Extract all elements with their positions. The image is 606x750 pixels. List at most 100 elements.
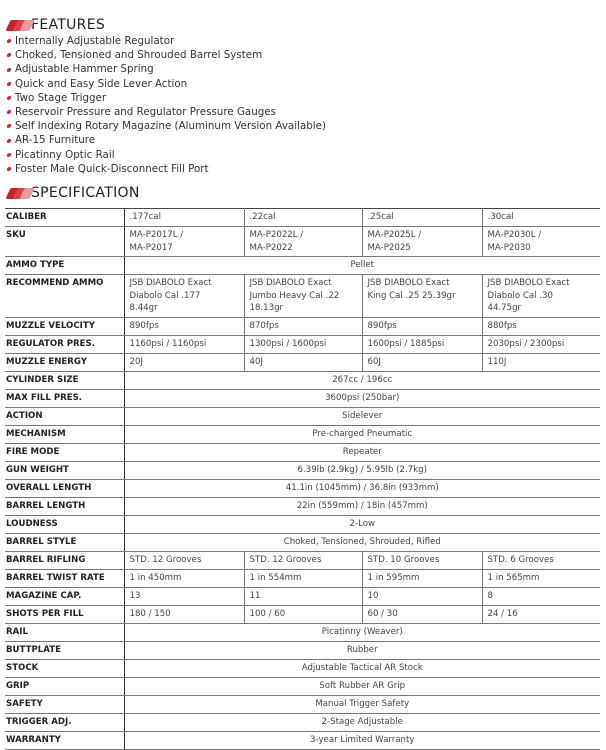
spec-label: SAFETY (5, 695, 125, 714)
spec-row: FIRE MODE Repeater (5, 443, 600, 462)
spec-value: STD. 6 Grooves (482, 551, 600, 570)
features-heading: FEATURES (5, 17, 105, 33)
spec-value: MA-P2017L / MA-P2017 (124, 226, 245, 258)
spec-label: ACTION (5, 407, 125, 426)
features-list: Internally Adjustable Regulator Choked, T… (6, 34, 326, 176)
spec-value: 13 (124, 587, 245, 606)
spec-value: Pellet (124, 256, 600, 276)
spec-value: 890fps (362, 317, 483, 336)
spec-value: 1 in 565mm (482, 569, 600, 588)
spec-label: WARRANTY (5, 731, 125, 750)
spec-value: 6.39lb (2.9kg) / 5.95lb (2.7kg) (124, 461, 600, 480)
spec-label: BARREL TWIST RATE (5, 569, 125, 588)
spec-row: SKU MA-P2017L / MA-P2017 MA-P2022L / MA-P2… (5, 226, 600, 258)
bullet-icon (6, 67, 12, 72)
spec-value: 2-Low (124, 515, 600, 534)
feature-text: Foster Male Quick-Disconnect Fill Port (15, 162, 209, 175)
spec-value: Rubber (124, 641, 600, 660)
feature-item: Two Stage Trigger (6, 91, 326, 105)
spec-value: 1 in 554mm (244, 569, 363, 588)
spec-value: STD. 12 Grooves (124, 551, 245, 570)
spec-value: .22cal (244, 208, 363, 227)
spec-label: BUTTPLATE (5, 641, 125, 660)
spec-label: LOUDNESS (5, 515, 125, 534)
spec-label: BARREL RIFLING (5, 551, 125, 570)
spec-value: 880fps (482, 317, 600, 336)
brand-stripes-icon (5, 19, 35, 31)
spec-value: MA-P2025L / MA-P2025 (362, 226, 483, 258)
spec-label: BARREL LENGTH (5, 497, 125, 516)
spec-value: 1600psi / 1885psi (362, 335, 483, 354)
spec-label: SKU (5, 226, 125, 258)
spec-value: 1 in 450mm (124, 569, 245, 588)
spec-row: RAIL Picatinny (Weaver) (5, 623, 600, 642)
spec-value: STD. 10 Grooves (362, 551, 483, 570)
spec-row: STOCK Adjustable Tactical AR Stock (5, 659, 600, 678)
spec-value: Choked, Tensioned, Shrouded, Rifled (124, 533, 600, 552)
spec-value: 22in (559mm) / 18in (457mm) (124, 497, 600, 516)
spec-value: 100 / 60 (244, 605, 363, 624)
specification-heading: SPECIFICATION (5, 185, 140, 201)
spec-value: 41.1in (1045mm) / 36.8in (933mm) (124, 479, 600, 498)
spec-label: OVERALL LENGTH (5, 479, 125, 498)
spec-value: Adjustable Tactical AR Stock (124, 659, 600, 678)
spec-row: BARREL STYLE Choked, Tensioned, Shrouded,… (5, 533, 600, 552)
feature-item: Reservoir Pressure and Regulator Pressur… (6, 105, 326, 119)
feature-text: Reservoir Pressure and Regulator Pressur… (15, 106, 277, 119)
spec-value: .25cal (362, 208, 483, 227)
spec-value: 1160psi / 1160psi (124, 335, 245, 354)
feature-text: Choked, Tensioned and Shrouded Barrel Sy… (15, 49, 263, 62)
spec-value: 870fps (244, 317, 363, 336)
spec-label: FIRE MODE (5, 443, 125, 462)
feature-item: Adjustable Hammer Spring (6, 62, 326, 76)
spec-value: 8 (482, 587, 600, 606)
spec-value: 2030psi / 2300psi (482, 335, 600, 354)
spec-label: GRIP (5, 677, 125, 696)
spec-value: 3600psi (250bar) (124, 389, 600, 408)
spec-label: CALIBER (5, 208, 125, 227)
spec-label: MAX FILL PRES. (5, 389, 125, 408)
spec-row: SAFETY Manual Trigger Safety (5, 695, 600, 714)
spec-value: JSB DIABOLO Exact Diabolo Cal .177 8.44g… (124, 274, 245, 318)
bullet-icon (6, 81, 12, 86)
feature-item: Picatinny Optic Rail (6, 148, 326, 162)
spec-label: AMMO TYPE (5, 256, 125, 276)
spec-value: STD. 12 Grooves (244, 551, 363, 570)
spec-value: Pre-charged Pneumatic (124, 425, 600, 444)
spec-row: CALIBER .177cal .22cal .25cal .30cal (5, 208, 600, 227)
feature-item: Foster Male Quick-Disconnect Fill Port (6, 162, 326, 176)
spec-value: 20J (124, 353, 245, 372)
spec-value: JSB DIABOLO Exact Diabolo Cal .30 44.75g… (482, 274, 600, 318)
spec-label: GUN WEIGHT (5, 461, 125, 480)
spec-row: CYLINDER SIZE 267cc / 196cc (5, 371, 600, 390)
spec-row: BARREL RIFLING STD. 12 Grooves STD. 12 Gro… (5, 551, 600, 570)
spec-label: MECHANISM (5, 425, 125, 444)
spec-label: RECOMMEND AMMO (5, 274, 125, 318)
spec-value: 267cc / 196cc (124, 371, 600, 390)
spec-label: MUZZLE VELOCITY (5, 317, 125, 336)
spec-label: MUZZLE ENERGY (5, 353, 125, 372)
spec-label: SHOTS PER FILL (5, 605, 125, 624)
spec-value: JSB DIABOLO Exact King Cal .25 25.39gr (362, 274, 483, 318)
spec-value: .177cal (124, 208, 245, 227)
spec-row: OVERALL LENGTH 41.1in (1045mm) / 36.8in (… (5, 479, 600, 498)
spec-row: TRIGGER ADJ. 2-Stage Adjustable (5, 713, 600, 732)
spec-row: WARRANTY 3-year Limited Warranty (5, 731, 600, 750)
feature-text: Picatinny Optic Rail (15, 148, 115, 161)
spec-value: Manual Trigger Safety (124, 695, 600, 714)
spec-value: 11 (244, 587, 363, 606)
bullet-icon (6, 110, 12, 115)
spec-value: 180 / 150 (124, 605, 245, 624)
bullet-icon (6, 166, 12, 171)
spec-row: GUN WEIGHT 6.39lb (2.9kg) / 5.95lb (2.7kg… (5, 461, 600, 480)
bullet-icon (6, 124, 12, 129)
spec-value: 60 / 30 (362, 605, 483, 624)
specification-table: CALIBER .177cal .22cal .25cal .30cal SKU MA-P2… (5, 208, 600, 750)
spec-row: MAX FILL PRES. 3600psi (250bar) (5, 389, 600, 408)
spec-row: BARREL TWIST RATE 1 in 450mm 1 in 554mm 1 i… (5, 569, 600, 588)
spec-row: BUTTPLATE Rubber (5, 641, 600, 660)
feature-item: Choked, Tensioned and Shrouded Barrel Sy… (6, 48, 326, 62)
brand-stripes-icon (5, 187, 35, 199)
bullet-icon (6, 95, 12, 100)
bullet-icon (6, 39, 12, 44)
